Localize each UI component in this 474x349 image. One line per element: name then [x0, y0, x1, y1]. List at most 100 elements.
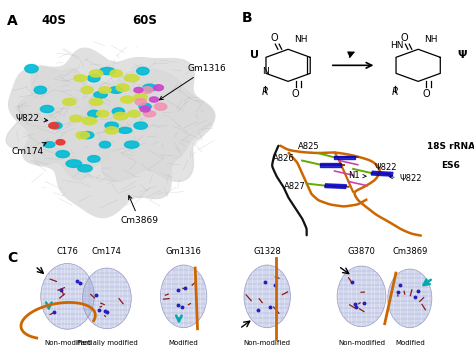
Ellipse shape	[41, 263, 94, 329]
Text: Gm1316: Gm1316	[159, 64, 226, 100]
Text: O: O	[292, 89, 300, 99]
Text: 40S: 40S	[41, 14, 66, 27]
Ellipse shape	[70, 115, 82, 122]
Ellipse shape	[50, 122, 62, 129]
Polygon shape	[9, 48, 215, 217]
Text: A825: A825	[298, 142, 320, 151]
Text: NH: NH	[294, 35, 308, 44]
Ellipse shape	[118, 127, 132, 133]
Text: Ψ: Ψ	[458, 50, 467, 60]
Ellipse shape	[337, 266, 386, 327]
Ellipse shape	[137, 67, 149, 75]
Ellipse shape	[82, 268, 131, 329]
Ellipse shape	[135, 98, 146, 105]
Ellipse shape	[90, 98, 103, 105]
Text: C176: C176	[56, 247, 78, 256]
Ellipse shape	[40, 105, 54, 113]
Ellipse shape	[78, 165, 92, 172]
Text: Ψ822: Ψ822	[16, 114, 48, 123]
Text: G1328: G1328	[253, 247, 281, 256]
Text: U: U	[250, 50, 259, 60]
Ellipse shape	[94, 91, 107, 98]
Ellipse shape	[56, 150, 69, 158]
Bar	[325, 184, 346, 188]
Text: Cm3869: Cm3869	[120, 196, 159, 225]
Text: N: N	[262, 67, 268, 76]
Ellipse shape	[160, 265, 207, 328]
Text: Cm3869: Cm3869	[392, 247, 428, 256]
Ellipse shape	[125, 75, 139, 82]
Ellipse shape	[125, 141, 139, 148]
Ellipse shape	[128, 110, 140, 117]
Ellipse shape	[140, 106, 150, 112]
Ellipse shape	[88, 74, 100, 82]
Ellipse shape	[116, 84, 129, 91]
Ellipse shape	[134, 94, 147, 101]
Ellipse shape	[82, 117, 97, 125]
Text: O: O	[422, 89, 429, 99]
Ellipse shape	[66, 160, 82, 168]
Text: Cm174: Cm174	[92, 247, 122, 256]
Text: 18S rRNA: 18S rRNA	[428, 142, 474, 151]
Ellipse shape	[143, 84, 156, 91]
Ellipse shape	[134, 122, 147, 129]
Bar	[334, 156, 355, 159]
Text: O: O	[401, 33, 408, 43]
Ellipse shape	[81, 87, 93, 94]
Text: B: B	[242, 11, 252, 25]
Ellipse shape	[388, 269, 432, 328]
Polygon shape	[6, 66, 126, 180]
Text: R: R	[392, 87, 399, 97]
Ellipse shape	[144, 111, 155, 117]
Ellipse shape	[142, 87, 153, 94]
Text: C: C	[7, 251, 18, 265]
Ellipse shape	[134, 88, 143, 92]
Text: HN: HN	[390, 41, 403, 50]
Text: R: R	[262, 87, 268, 97]
Ellipse shape	[74, 75, 87, 82]
Ellipse shape	[76, 132, 90, 139]
Text: 60S: 60S	[133, 14, 157, 27]
Ellipse shape	[112, 108, 125, 115]
Ellipse shape	[34, 86, 46, 94]
Text: A827: A827	[284, 182, 306, 191]
Text: ES6: ES6	[441, 161, 460, 170]
Text: Gm1316: Gm1316	[165, 247, 201, 256]
Polygon shape	[81, 69, 214, 181]
Ellipse shape	[25, 65, 38, 73]
Text: Ψ822: Ψ822	[389, 174, 422, 184]
Text: Non-modified: Non-modified	[244, 340, 291, 346]
Ellipse shape	[149, 97, 158, 102]
Text: Partially modified: Partially modified	[77, 340, 137, 346]
Text: Non-modified: Non-modified	[338, 340, 385, 346]
Ellipse shape	[154, 85, 164, 91]
Text: NH: NH	[424, 35, 438, 44]
Ellipse shape	[97, 110, 109, 117]
Ellipse shape	[49, 123, 59, 128]
Ellipse shape	[105, 122, 118, 129]
Text: A: A	[7, 14, 18, 28]
Bar	[320, 163, 341, 166]
Ellipse shape	[105, 127, 118, 134]
Ellipse shape	[155, 103, 167, 110]
Ellipse shape	[88, 156, 100, 162]
Text: G3870: G3870	[347, 247, 375, 256]
Ellipse shape	[99, 87, 111, 94]
Ellipse shape	[63, 98, 76, 105]
Ellipse shape	[88, 110, 100, 117]
Text: Modified: Modified	[169, 340, 199, 346]
Ellipse shape	[81, 132, 94, 139]
Ellipse shape	[113, 112, 128, 120]
Ellipse shape	[109, 87, 123, 94]
Text: A826: A826	[273, 154, 294, 163]
Ellipse shape	[100, 141, 110, 148]
Ellipse shape	[100, 67, 115, 75]
Ellipse shape	[244, 265, 291, 328]
Ellipse shape	[56, 140, 65, 145]
Ellipse shape	[110, 70, 122, 77]
Bar	[371, 171, 393, 176]
Ellipse shape	[139, 103, 151, 110]
Text: N1: N1	[348, 171, 366, 180]
Ellipse shape	[120, 96, 134, 103]
Text: Cm174: Cm174	[11, 143, 46, 156]
